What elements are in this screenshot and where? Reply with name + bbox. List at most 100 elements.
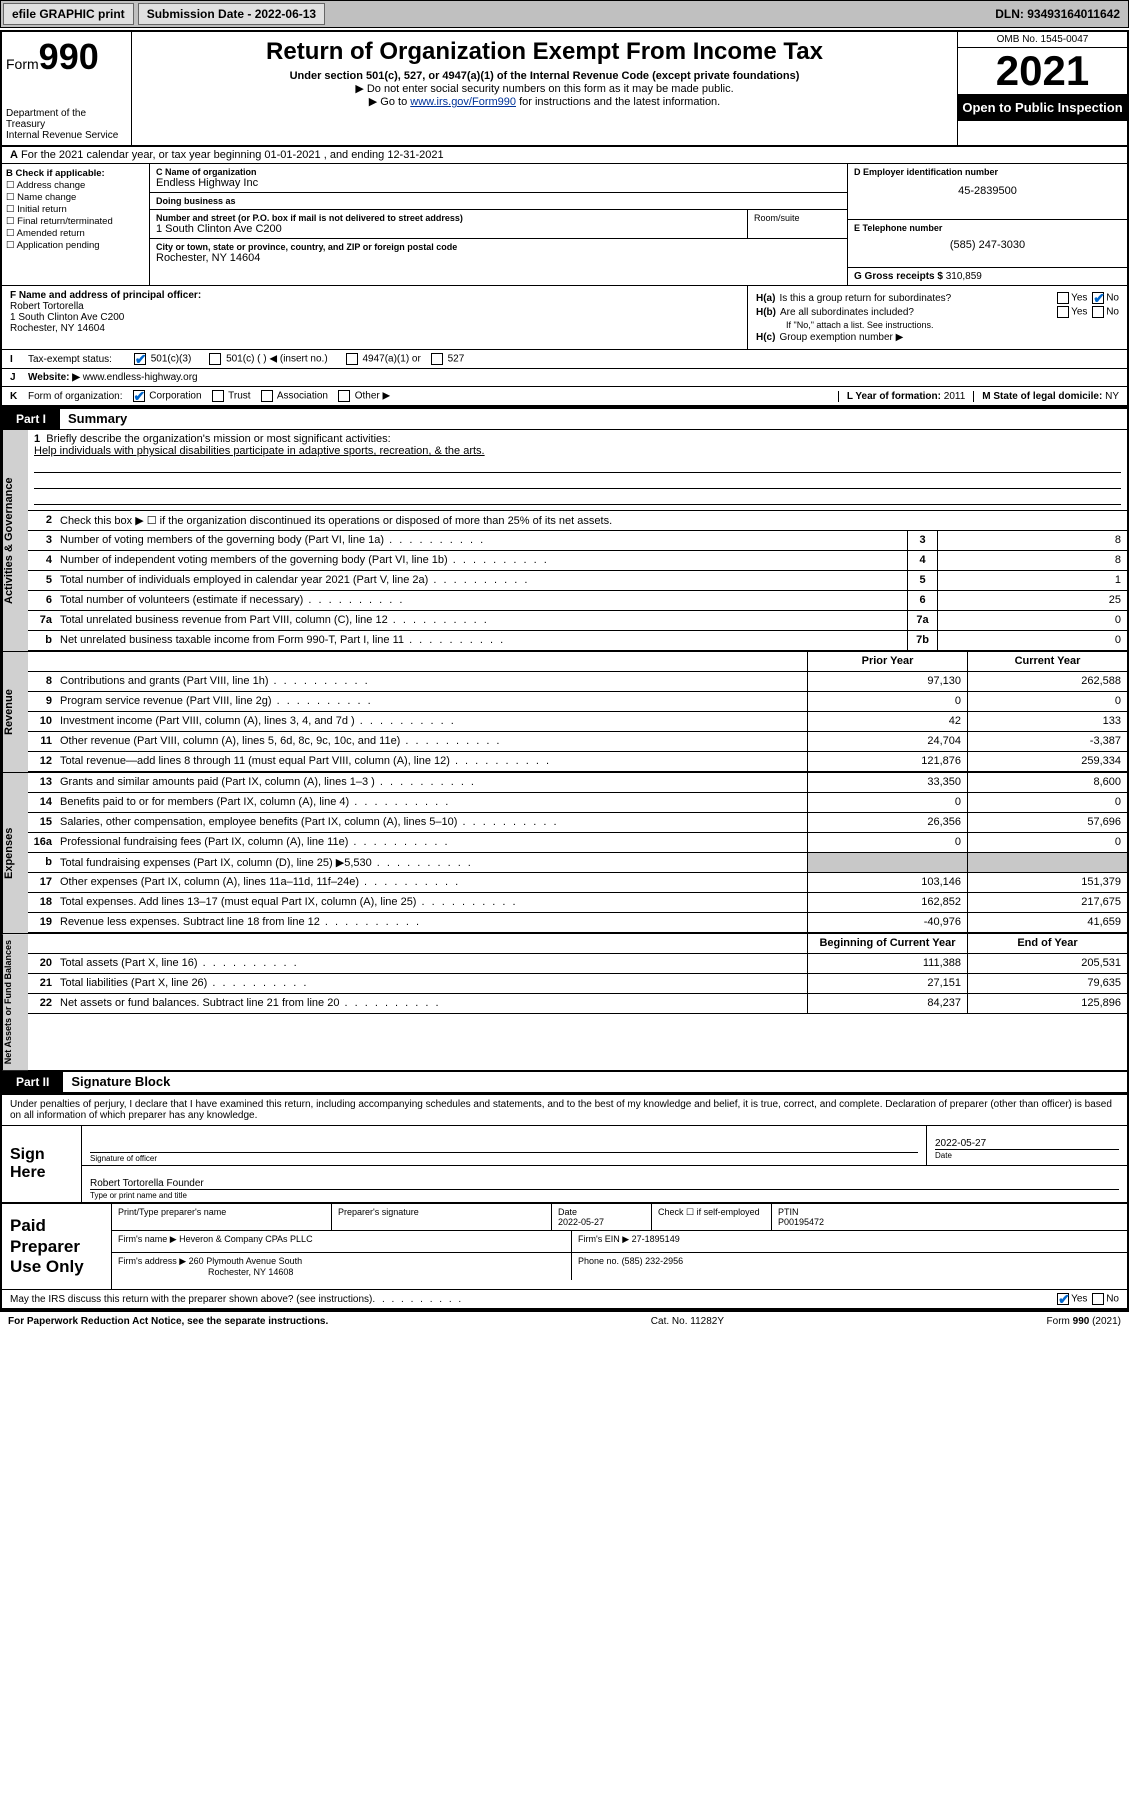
vtab-revenue: Revenue bbox=[2, 652, 28, 772]
submission-date-button[interactable]: Submission Date - 2022-06-13 bbox=[138, 3, 325, 25]
section-j: JWebsite: ▶ www.endless-highway.org bbox=[2, 369, 1127, 387]
table-row: 20Total assets (Part X, line 16)111,3882… bbox=[28, 954, 1127, 974]
check-application-pending[interactable]: ☐ Application pending bbox=[6, 240, 145, 251]
form-title: Return of Organization Exempt From Incom… bbox=[140, 38, 949, 66]
hb-yes-checkbox[interactable] bbox=[1057, 306, 1069, 318]
irs-label: Internal Revenue Service bbox=[6, 130, 127, 141]
table-row: 8Contributions and grants (Part VIII, li… bbox=[28, 672, 1127, 692]
ha-no-checkbox[interactable] bbox=[1092, 292, 1104, 304]
form990-link[interactable]: www.irs.gov/Form990 bbox=[410, 96, 516, 108]
topbar: efile GRAPHIC print Submission Date - 20… bbox=[0, 0, 1129, 28]
page-footer: For Paperwork Reduction Act Notice, see … bbox=[0, 1311, 1129, 1331]
tax-year: 2021 bbox=[958, 48, 1127, 94]
discuss-question: May the IRS discuss this return with the… bbox=[10, 1294, 372, 1305]
table-row: 17Other expenses (Part IX, column (A), l… bbox=[28, 873, 1127, 893]
table-row: 12Total revenue—add lines 8 through 11 (… bbox=[28, 752, 1127, 772]
addr-value: 1 South Clinton Ave C200 bbox=[156, 223, 741, 235]
sig-officer-label: Signature of officer bbox=[90, 1152, 918, 1163]
vtab-governance: Activities & Governance bbox=[2, 430, 28, 651]
form-frame: Form990 Department of the Treasury Inter… bbox=[0, 30, 1129, 1311]
table-row: 15Salaries, other compensation, employee… bbox=[28, 813, 1127, 833]
preparer-sig-hdr: Preparer's signature bbox=[332, 1204, 552, 1230]
addr-label: Number and street (or P.O. box if mail i… bbox=[156, 213, 741, 223]
hb-no-checkbox[interactable] bbox=[1092, 306, 1104, 318]
table-row: 9Program service revenue (Part VIII, lin… bbox=[28, 692, 1127, 712]
gross-receipts-value: 310,859 bbox=[946, 271, 982, 282]
table-row: 13Grants and similar amounts paid (Part … bbox=[28, 773, 1127, 793]
check-name-change[interactable]: ☐ Name change bbox=[6, 192, 145, 203]
phone-label: E Telephone number bbox=[854, 223, 1121, 233]
self-employed-check[interactable]: Check ☐ if self-employed bbox=[652, 1204, 772, 1230]
city-value: Rochester, NY 14604 bbox=[156, 252, 841, 264]
ein-label: D Employer identification number bbox=[854, 167, 1121, 177]
sig-date: 2022-05-27 bbox=[935, 1138, 1119, 1149]
tax-year-row: A For the 2021 calendar year, or tax yea… bbox=[2, 147, 1127, 164]
part2-header: Part IISignature Block bbox=[2, 1070, 1127, 1093]
table-row: 6Total number of volunteers (estimate if… bbox=[28, 591, 1127, 611]
501c3-checkbox[interactable] bbox=[134, 353, 146, 365]
table-row: 7aTotal unrelated business revenue from … bbox=[28, 611, 1127, 631]
phone-value: (585) 247-3030 bbox=[854, 239, 1121, 251]
trust-checkbox[interactable] bbox=[212, 390, 224, 402]
discuss-yes-checkbox[interactable] bbox=[1057, 1293, 1069, 1305]
other-checkbox[interactable] bbox=[338, 390, 350, 402]
table-row: 3Number of voting members of the governi… bbox=[28, 531, 1127, 551]
vtab-balances: Net Assets or Fund Balances bbox=[2, 934, 28, 1070]
vtab-expenses: Expenses bbox=[2, 773, 28, 933]
section-h: H(a)Is this a group return for subordina… bbox=[747, 286, 1127, 349]
table-row: bNet unrelated business taxable income f… bbox=[28, 631, 1127, 651]
officer-name-label: Type or print name and title bbox=[90, 1189, 1119, 1200]
form-note1: ▶ Do not enter social security numbers o… bbox=[140, 82, 949, 95]
form-number: Form990 bbox=[6, 36, 127, 78]
section-b: B Check if applicable: ☐ Address change … bbox=[2, 164, 150, 285]
perjury-text: Under penalties of perjury, I declare th… bbox=[2, 1095, 1127, 1125]
check-initial-return[interactable]: ☐ Initial return bbox=[6, 204, 145, 215]
table-row: 11Other revenue (Part VIII, column (A), … bbox=[28, 732, 1127, 752]
part1-header: Part ISummary bbox=[2, 407, 1127, 430]
4947-checkbox[interactable] bbox=[346, 353, 358, 365]
discuss-no-checkbox[interactable] bbox=[1092, 1293, 1104, 1305]
mission-block: 1 Briefly describe the organization's mi… bbox=[28, 430, 1127, 511]
table-row: 16aProfessional fundraising fees (Part I… bbox=[28, 833, 1127, 853]
ein-value: 45-2839500 bbox=[854, 185, 1121, 197]
city-label: City or town, state or province, country… bbox=[156, 242, 841, 252]
form-header: Form990 Department of the Treasury Inter… bbox=[2, 32, 1127, 147]
check-amended-return[interactable]: ☐ Amended return bbox=[6, 228, 145, 239]
form-note2: ▶ Go to www.irs.gov/Form990 for instruct… bbox=[140, 95, 949, 108]
sig-date-label: Date bbox=[935, 1149, 1119, 1160]
omb-number: OMB No. 1545-0047 bbox=[958, 32, 1127, 48]
open-public-badge: Open to Public Inspection bbox=[958, 94, 1127, 121]
table-row: 4Number of independent voting members of… bbox=[28, 551, 1127, 571]
check-address-change[interactable]: ☐ Address change bbox=[6, 180, 145, 191]
dept-label: Department of the Treasury bbox=[6, 108, 127, 130]
corp-checkbox[interactable] bbox=[133, 390, 145, 402]
table-row: 22Net assets or fund balances. Subtract … bbox=[28, 994, 1127, 1014]
dln-label: DLN: 93493164011642 bbox=[987, 4, 1128, 24]
table-row: 10Investment income (Part VIII, column (… bbox=[28, 712, 1127, 732]
table-row: 18Total expenses. Add lines 13–17 (must … bbox=[28, 893, 1127, 913]
org-name: Endless Highway Inc bbox=[156, 177, 841, 189]
org-name-label: C Name of organization bbox=[156, 167, 841, 177]
ha-yes-checkbox[interactable] bbox=[1057, 292, 1069, 304]
assoc-checkbox[interactable] bbox=[261, 390, 273, 402]
gross-receipts-label: G Gross receipts $ bbox=[854, 271, 943, 282]
table-row: 14Benefits paid to or for members (Part … bbox=[28, 793, 1127, 813]
table-row: 5Total number of individuals employed in… bbox=[28, 571, 1127, 591]
check-final-return[interactable]: ☐ Final return/terminated bbox=[6, 216, 145, 227]
table-row: 21Total liabilities (Part X, line 26)27,… bbox=[28, 974, 1127, 994]
efile-print-button[interactable]: efile GRAPHIC print bbox=[3, 3, 134, 25]
dba-label: Doing business as bbox=[156, 196, 841, 206]
room-suite: Room/suite bbox=[747, 210, 847, 238]
section-i: ITax-exempt status: 501(c)(3) 501(c) ( )… bbox=[2, 350, 1127, 369]
501c-checkbox[interactable] bbox=[209, 353, 221, 365]
website-link[interactable]: www.endless-highway.org bbox=[83, 372, 198, 383]
sign-here-label: Sign Here bbox=[2, 1126, 82, 1202]
527-checkbox[interactable] bbox=[431, 353, 443, 365]
officer-name: Robert Tortorella Founder bbox=[90, 1178, 1119, 1189]
table-row: 19Revenue less expenses. Subtract line 1… bbox=[28, 913, 1127, 933]
paid-preparer-label: Paid Preparer Use Only bbox=[2, 1204, 112, 1289]
preparer-name-hdr: Print/Type preparer's name bbox=[112, 1204, 332, 1230]
table-row: bTotal fundraising expenses (Part IX, co… bbox=[28, 853, 1127, 873]
section-f: F Name and address of principal officer:… bbox=[2, 286, 747, 349]
form-subtitle: Under section 501(c), 527, or 4947(a)(1)… bbox=[140, 70, 949, 82]
